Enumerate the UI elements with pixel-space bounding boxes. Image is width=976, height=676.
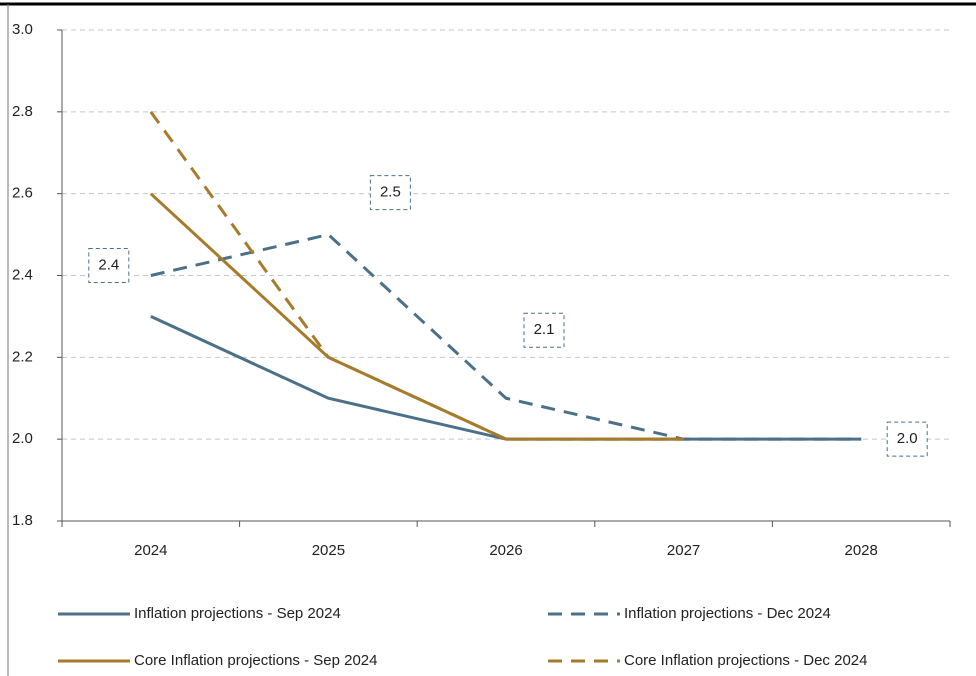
data-label: 2.1 — [534, 321, 555, 338]
y-tick-label: 2.0 — [12, 430, 33, 447]
x-tick-label: 2027 — [667, 542, 700, 559]
x-tick-label: 2024 — [134, 542, 167, 559]
legend-label: Core Inflation projections - Dec 2024 — [624, 652, 867, 669]
data-label-box — [369, 175, 411, 211]
x-tick-label: 2028 — [845, 542, 878, 559]
y-tick-label: 2.2 — [12, 348, 33, 365]
y-tick-label: 3.0 — [12, 21, 33, 38]
legend-label: Inflation projections - Sep 2024 — [134, 605, 341, 622]
legend-label: Core Inflation projections - Sep 2024 — [134, 652, 377, 669]
data-label-box — [523, 312, 565, 348]
data-label: 2.4 — [98, 256, 119, 273]
data-label-box — [886, 421, 928, 457]
x-tick-label: 2026 — [489, 542, 522, 559]
y-tick-label: 1.8 — [12, 512, 33, 529]
legend-label: Inflation projections - Dec 2024 — [624, 605, 831, 622]
series-line — [150, 232, 862, 441]
data-label: 2.5 — [380, 184, 401, 201]
series-line — [150, 315, 862, 441]
y-tick-label: 2.4 — [12, 266, 33, 283]
x-tick-label: 2025 — [312, 542, 345, 559]
series-line — [149, 110, 684, 441]
data-label-box — [88, 248, 130, 283]
data-label: 2.0 — [897, 430, 918, 447]
y-tick-label: 2.8 — [12, 103, 33, 120]
y-tick-label: 2.6 — [12, 185, 33, 202]
